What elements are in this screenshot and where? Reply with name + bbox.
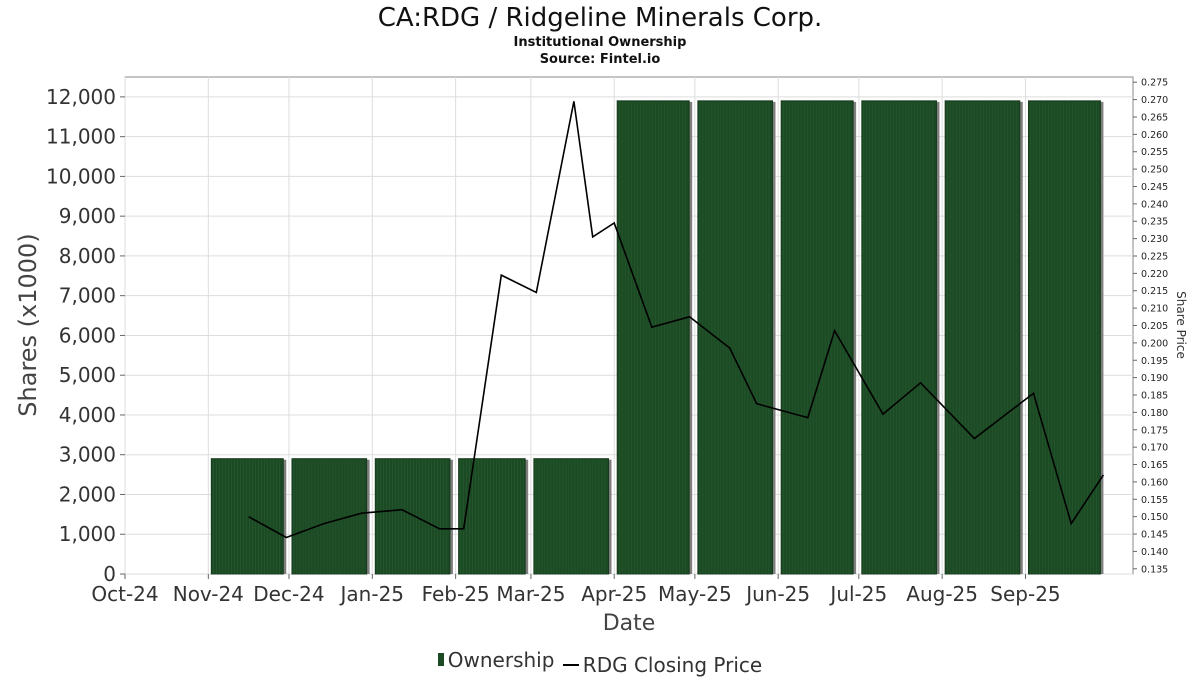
x-tick-label: Aug-25 <box>906 582 978 606</box>
y2-tick-label: 0.245 <box>1141 182 1168 193</box>
y2-tick-label: 0.215 <box>1141 286 1168 297</box>
y-tick-label: 4,000 <box>59 403 116 427</box>
legend-ownership-swatch <box>437 653 444 666</box>
legend-ownership-label: Ownership <box>447 647 555 672</box>
y2-tick-label: 0.185 <box>1141 391 1168 402</box>
legend-price[interactable]: RDG Closing Price <box>561 653 762 677</box>
y-tick-label: 12,000 <box>46 85 116 109</box>
y2-tick-label: 0.195 <box>1141 356 1168 367</box>
y2-tick-label: 0.175 <box>1141 425 1168 436</box>
left-axis: 0 1,000 2,000 3,000 4,000 5,000 6,000 7,000 8,00… <box>46 85 125 586</box>
y2-tick-label: 0.250 <box>1141 165 1168 176</box>
y-tick-label: 6,000 <box>59 323 116 347</box>
y2-tick-label: 0.225 <box>1141 251 1168 262</box>
x-tick-label: Feb-25 <box>422 582 490 606</box>
ownership-bar[interactable] <box>1027 100 1101 575</box>
y2-tick-label: 0.190 <box>1141 373 1168 384</box>
y-tick-label: 3,000 <box>59 443 116 467</box>
y-tick-label: 7,000 <box>59 284 116 308</box>
price-line-group <box>248 101 1105 539</box>
ownership-bar[interactable] <box>780 100 854 575</box>
x-axis-label: Date <box>603 611 656 636</box>
y2-tick-label: 0.180 <box>1141 408 1168 419</box>
x-tick-label: Jan-25 <box>339 582 405 606</box>
x-axis: Oct-24 Nov-24 Dec-24 Jan-25 Feb-25 Mar-25 Apr-… <box>91 574 1061 606</box>
y-tick-label: 0 <box>103 562 116 586</box>
y2-tick-label: 0.135 <box>1141 564 1168 575</box>
y-tick-label: 10,000 <box>46 164 116 188</box>
x-tick-label: Jul-25 <box>828 582 887 606</box>
y2-tick-label: 0.150 <box>1141 512 1168 523</box>
y2-tick-label: 0.205 <box>1141 321 1168 332</box>
y-tick-label: 9,000 <box>59 204 116 228</box>
y2-tick-label: 0.260 <box>1141 130 1168 141</box>
x-tick-label: Sep-25 <box>990 582 1060 606</box>
legend-ownership[interactable]: Ownership <box>437 647 555 672</box>
y2-tick-label: 0.140 <box>1141 547 1168 558</box>
y2-tick-label: 0.255 <box>1141 147 1168 158</box>
chart-title: CA:RDG / Ridgeline Minerals Corp. <box>377 3 823 33</box>
y2-tick-label: 0.145 <box>1141 530 1168 541</box>
y-tick-label: 8,000 <box>59 244 116 268</box>
ownership-chart: 0 1,000 2,000 3,000 4,000 5,000 6,000 7,000 8,00… <box>14 76 1188 636</box>
y-tick-label: 1,000 <box>59 522 116 546</box>
x-tick-label: May-25 <box>658 582 732 606</box>
y-tick-label: 5,000 <box>59 363 116 387</box>
legend-price-label: RDG Closing Price <box>582 653 763 677</box>
y2-tick-label: 0.165 <box>1141 460 1168 471</box>
x-tick-label: Apr-25 <box>581 582 647 606</box>
right-axis: 0.135 0.140 0.145 0.150 0.155 0.160 0.165 0.170… <box>1133 78 1168 575</box>
y2-tick-label: 0.270 <box>1141 95 1168 106</box>
y2-tick-label: 0.210 <box>1141 304 1168 315</box>
y2-tick-label: 0.170 <box>1141 443 1168 454</box>
legend: Ownership RDG Closing Price <box>0 647 1200 677</box>
ownership-bar[interactable] <box>458 458 526 575</box>
y2-tick-label: 0.265 <box>1141 112 1168 123</box>
y2-tick-label: 0.200 <box>1141 338 1168 349</box>
y2-tick-label: 0.160 <box>1141 477 1168 488</box>
y-tick-label: 2,000 <box>59 482 116 506</box>
y-axis-label: Shares (x1000) <box>14 233 42 416</box>
x-tick-label: Nov-24 <box>173 582 244 606</box>
y2-tick-label: 0.230 <box>1141 234 1168 245</box>
price-line <box>248 101 1105 539</box>
chart-source: Source: Fintel.io <box>539 52 661 67</box>
x-tick-label: Mar-25 <box>496 582 565 606</box>
y2-tick-label: 0.240 <box>1141 199 1168 210</box>
y2-tick-label: 0.275 <box>1141 78 1168 89</box>
ownership-bar[interactable] <box>616 100 690 575</box>
x-tick-label: Oct-24 <box>91 582 158 606</box>
y2-tick-label: 0.155 <box>1141 495 1168 506</box>
legend-price-swatch <box>562 664 579 666</box>
ownership-bar[interactable] <box>210 458 284 575</box>
chart-subtitle: Institutional Ownership <box>513 35 687 50</box>
x-tick-label: Jun-25 <box>744 582 810 606</box>
y2-axis-label: Share Price <box>1174 291 1188 359</box>
y2-tick-label: 0.235 <box>1141 217 1168 228</box>
y-tick-label: 11,000 <box>46 125 116 149</box>
y2-tick-label: 0.220 <box>1141 269 1168 280</box>
x-tick-label: Dec-24 <box>253 582 324 606</box>
ownership-bars[interactable] <box>210 100 1104 575</box>
